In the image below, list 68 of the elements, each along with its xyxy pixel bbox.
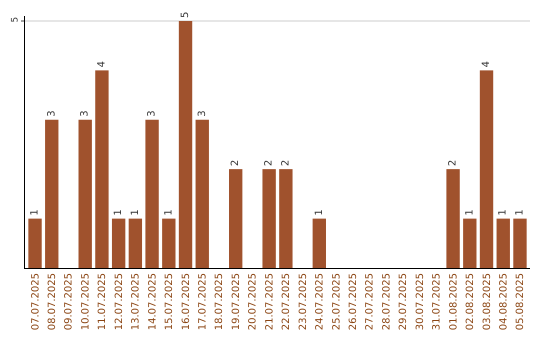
data-label: 2 <box>264 160 275 166</box>
x-tick-label: 11.07.2025 <box>97 273 108 330</box>
data-label: 1 <box>130 209 141 216</box>
data-label: 3 <box>46 110 58 117</box>
x-tick-label: 26.07.2025 <box>348 273 359 330</box>
x-tick-label: 28.07.2025 <box>381 273 392 330</box>
x-tick-label: 09.07.2025 <box>64 273 75 330</box>
bar <box>279 169 293 268</box>
data-label: 1 <box>464 209 476 216</box>
x-tick-label: 08.07.2025 <box>47 273 58 330</box>
x-tick-label: 22.07.2025 <box>281 273 292 330</box>
data-label: 1 <box>314 209 325 216</box>
bar <box>262 169 276 268</box>
x-tick-label: 24.07.2025 <box>314 273 326 330</box>
x-tick-label: 23.07.2025 <box>298 273 309 330</box>
bar <box>95 70 109 268</box>
bar <box>446 169 460 268</box>
x-tick-label: 30.07.2025 <box>414 273 426 330</box>
data-label: 1 <box>514 209 526 216</box>
x-tick-label: 02.08.2025 <box>465 273 476 330</box>
bar <box>162 218 176 268</box>
bar <box>229 169 242 268</box>
bar <box>496 218 510 268</box>
bar <box>112 218 126 268</box>
bar <box>513 218 527 268</box>
data-label: 3 <box>146 110 158 117</box>
x-tick-label: 07.07.2025 <box>30 273 42 330</box>
x-tick-label: 17.07.2025 <box>198 273 208 330</box>
x-tick-label: 14.07.2025 <box>147 273 158 330</box>
data-label: 3 <box>80 110 91 117</box>
x-tick-label: 27.07.2025 <box>364 273 376 330</box>
x-tick-label: 15.07.2025 <box>164 273 176 330</box>
x-tick-label: 12.07.2025 <box>114 273 125 330</box>
x-tick-label: 05.08.2025 <box>515 273 526 330</box>
bar <box>480 70 494 268</box>
data-label: 4 <box>481 60 492 68</box>
data-label: 1 <box>113 209 124 216</box>
data-label: 1 <box>30 209 41 216</box>
data-label: 4 <box>96 60 108 68</box>
x-tick-label: 20.07.2025 <box>248 273 259 330</box>
bar <box>145 120 159 268</box>
bar <box>463 218 476 268</box>
data-label: 2 <box>230 160 242 166</box>
bar <box>28 218 42 268</box>
x-tick-label: 10.07.2025 <box>80 273 92 330</box>
data-label: 2 <box>448 160 459 166</box>
bar <box>312 218 326 268</box>
bar <box>45 120 58 268</box>
x-tick-label: 03.08.2025 <box>482 273 493 330</box>
x-tick-label: 04.08.2025 <box>498 273 510 330</box>
x-tick-label: 31.07.2025 <box>432 273 443 330</box>
bar <box>128 218 142 268</box>
data-label: 1 <box>163 209 174 216</box>
data-label: 2 <box>280 160 292 166</box>
bar <box>178 20 192 268</box>
x-tick-label: 18.07.2025 <box>214 273 226 330</box>
data-label: 1 <box>498 209 509 216</box>
bar <box>196 120 209 268</box>
x-tick-label: 16.07.2025 <box>180 273 192 330</box>
x-tick-label: 25.07.2025 <box>331 273 342 330</box>
data-label: 3 <box>196 110 208 117</box>
x-tick-label: 21.07.2025 <box>264 273 276 330</box>
x-tick-label: 13.07.2025 <box>130 273 142 330</box>
data-label: 5 <box>180 12 192 18</box>
x-tick-label: 19.07.2025 <box>230 273 242 330</box>
bar <box>78 120 92 268</box>
x-tick-label: 29.07.2025 <box>398 273 410 330</box>
x-tick-label: 01.08.2025 <box>448 273 460 330</box>
